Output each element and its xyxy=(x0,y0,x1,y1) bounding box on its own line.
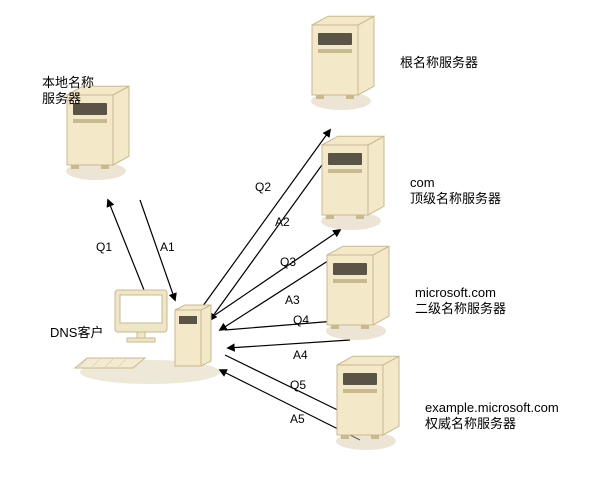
edge-Q1 xyxy=(108,200,150,305)
node-ms_server xyxy=(326,246,389,340)
node-label-auth_server: example.microsoft.com 权威名称服务器 xyxy=(425,400,559,433)
edge-label-A3: A3 xyxy=(285,293,300,307)
edge-label-A2: A2 xyxy=(275,215,290,229)
node-com_server xyxy=(321,136,384,230)
edge-Q4 xyxy=(225,320,348,330)
dns-diagram: Q1 A1 Q2 A2 Q3 A3 Q4 A4 Q5 A5 本地名称 服务器 根名称服务器 com 顶级… xyxy=(0,0,611,500)
edge-label-Q1: Q1 xyxy=(96,240,112,254)
node-label-ms_server: microsoft.com 二级名称服务器 xyxy=(415,285,506,318)
edge-Q3 xyxy=(215,230,340,315)
edge-label-Q3: Q3 xyxy=(280,255,296,269)
node-label-com_server: com 顶级名称服务器 xyxy=(410,175,501,208)
node-label-root_server: 根名称服务器 xyxy=(400,55,478,71)
node-label-local_server: 本地名称 服务器 xyxy=(42,75,94,108)
node-label-client: DNS客户 xyxy=(50,325,103,341)
edge-label-A1: A1 xyxy=(160,240,175,254)
edge-A2 xyxy=(210,140,340,320)
edge-label-A5: A5 xyxy=(290,412,305,426)
edge-Q2 xyxy=(200,130,330,310)
edge-A4 xyxy=(228,340,350,348)
node-root_server xyxy=(311,16,374,110)
edge-label-Q4: Q4 xyxy=(293,313,309,327)
node-auth_server xyxy=(336,356,399,450)
edge-label-Q5: Q5 xyxy=(290,378,306,392)
edge-label-Q2: Q2 xyxy=(255,180,271,194)
edge-label-A4: A4 xyxy=(293,348,308,362)
